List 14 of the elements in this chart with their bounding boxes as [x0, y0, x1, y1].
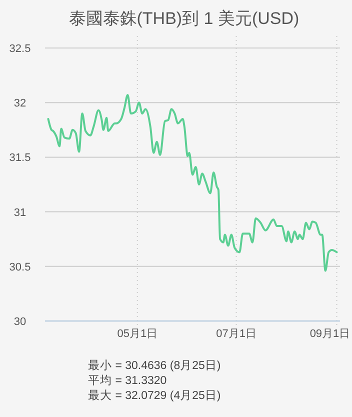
text: 最小 = 30.4636 (8月25日): [88, 359, 221, 372]
text: 最大 = 32.0729 (4月25日): [88, 389, 221, 402]
y-tick-label: 31.5: [9, 152, 31, 164]
x-tick-label: 05月1日: [117, 328, 158, 340]
x-tick-label: 09月1日: [310, 328, 350, 340]
y-tick-label: 32: [14, 98, 26, 110]
y-tick-label: 32.5: [9, 43, 31, 55]
y-tick-label: 30.5: [9, 261, 31, 274]
chart-title: 泰國泰銖(THB)到 1 美元(USD): [68, 9, 300, 28]
y-tick-label: 30: [14, 316, 26, 328]
line-series: [47, 94, 338, 272]
y-tick-label: 31: [14, 206, 26, 219]
text: 平均 = 31.3320: [88, 374, 167, 387]
x-tick-label: 07月1日: [216, 328, 256, 340]
